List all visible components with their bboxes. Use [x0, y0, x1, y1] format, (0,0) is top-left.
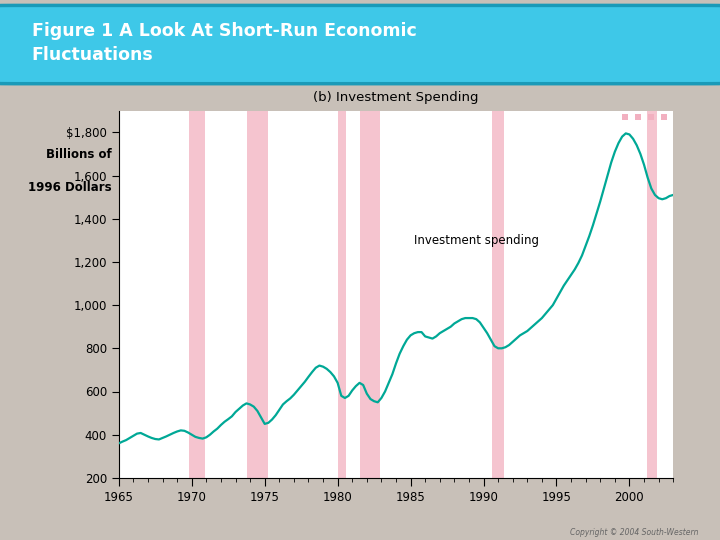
Text: Billions of: Billions of: [46, 148, 112, 161]
Bar: [338, 111, 346, 478]
FancyBboxPatch shape: [0, 5, 720, 84]
Bar: [189, 111, 205, 478]
Bar: [647, 111, 657, 478]
Bar: [359, 111, 380, 478]
Title: (b) Investment Spending: (b) Investment Spending: [313, 91, 479, 104]
Bar: [492, 111, 504, 478]
Text: 1996 Dollars: 1996 Dollars: [28, 181, 112, 194]
Text: Figure 1 A Look At Short-Run Economic
Fluctuations: Figure 1 A Look At Short-Run Economic Fl…: [32, 22, 416, 64]
Bar: [247, 111, 268, 478]
Text: Investment spending: Investment spending: [413, 234, 539, 247]
Text: Copyright © 2004 South-Western: Copyright © 2004 South-Western: [570, 528, 698, 537]
